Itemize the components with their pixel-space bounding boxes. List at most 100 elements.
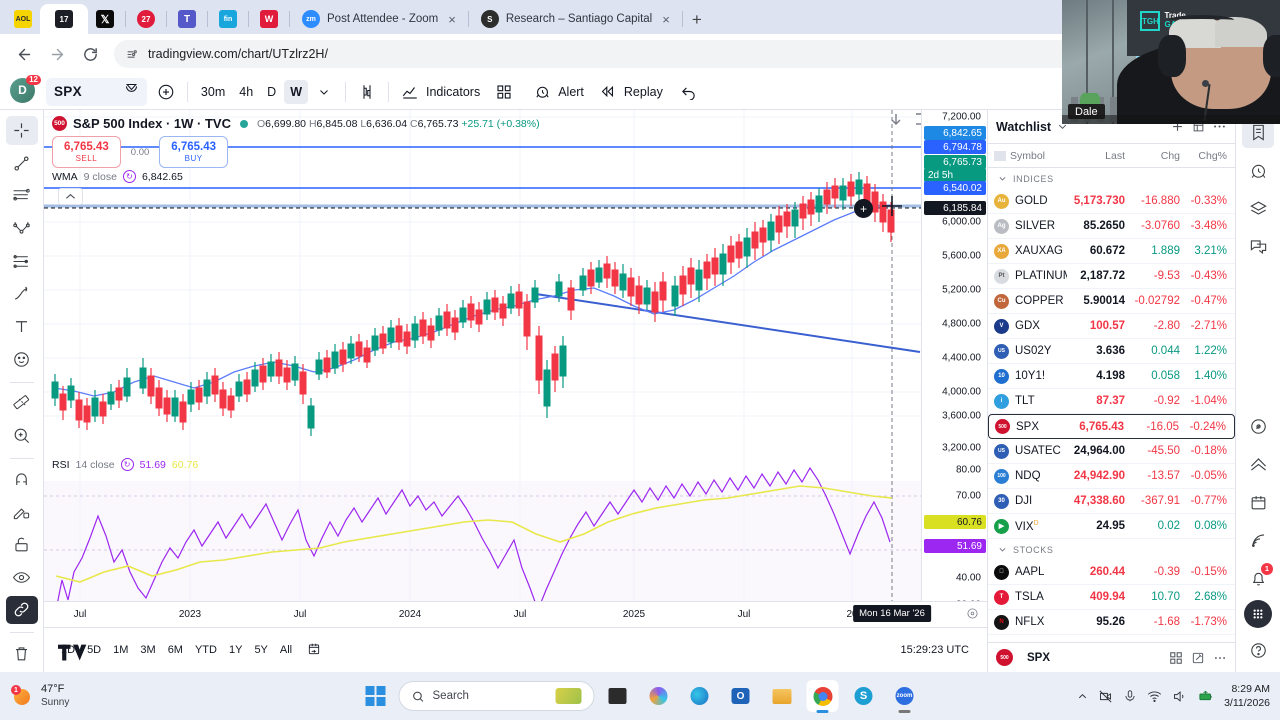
measure-ruler-icon[interactable] bbox=[6, 389, 38, 418]
pinned-tab-w[interactable]: W bbox=[252, 4, 286, 34]
tray-expand-chevron-up-icon[interactable] bbox=[1077, 691, 1088, 702]
ideas-compass-icon[interactable] bbox=[1242, 410, 1274, 442]
tab-zoom[interactable]: zm Post Attendee - Zoom × bbox=[293, 4, 465, 34]
price-scale[interactable]: 7,200.00 6,000.00 5,600.00 5,200.00 4,80… bbox=[854, 110, 987, 627]
broadcast-icon[interactable] bbox=[1242, 524, 1274, 556]
watchlist-more-icon[interactable] bbox=[1212, 119, 1227, 134]
table-row[interactable]: US USATEC 24,964.00 -45.50 -0.18% bbox=[988, 439, 1235, 464]
collapse-pane-button[interactable] bbox=[58, 188, 83, 205]
undo-icon[interactable] bbox=[675, 78, 703, 106]
range-6m[interactable]: 6M bbox=[167, 644, 183, 656]
range-1m[interactable]: 1M bbox=[113, 644, 129, 656]
alerts-panel-icon[interactable] bbox=[1242, 154, 1274, 186]
add-symbol-button[interactable] bbox=[152, 78, 180, 106]
tab-research-close-icon[interactable]: × bbox=[662, 11, 670, 27]
pinned-tab-0[interactable]: AOL bbox=[6, 4, 40, 34]
battery-icon[interactable] bbox=[1197, 689, 1214, 704]
alert-icon[interactable] bbox=[528, 78, 556, 106]
range-5y[interactable]: 5Y bbox=[254, 644, 268, 656]
table-row[interactable]: 10 10Y1! 4.198 0.058 1.40% bbox=[988, 364, 1235, 389]
table-row[interactable]: US US02Y 3.636 0.044 1.22% bbox=[988, 339, 1235, 364]
pinned-tab-tradingview[interactable]: 17 bbox=[40, 4, 88, 34]
range-all[interactable]: All bbox=[279, 644, 293, 656]
table-row[interactable]: i TLT 87.37 -0.92 -1.04% bbox=[988, 389, 1235, 414]
reload-icon[interactable] bbox=[76, 40, 104, 68]
trend-line-icon[interactable] bbox=[6, 149, 38, 178]
start-button[interactable] bbox=[360, 680, 392, 712]
watchlist-group-stocks[interactable]: STOCKS bbox=[988, 539, 1235, 560]
table-row[interactable]: 30 DJI 47,338.60 -367.91 -0.77% bbox=[988, 489, 1235, 514]
back-icon[interactable] bbox=[10, 40, 38, 68]
range-3m[interactable]: 3M bbox=[140, 644, 156, 656]
wma-refresh-icon[interactable]: ↻ bbox=[122, 170, 136, 183]
taskbar-copilot[interactable] bbox=[643, 680, 675, 712]
footer-grid-icon[interactable] bbox=[1169, 651, 1183, 665]
remove-drawings-trash-icon[interactable] bbox=[6, 639, 38, 668]
table-row-selected[interactable]: 500 SPX 6,765.43 -16.05 -0.24% bbox=[988, 414, 1235, 439]
buy-button[interactable]: 6,765.43 BUY bbox=[159, 136, 229, 169]
table-row[interactable]: Cu COPPER 5.90014 -0.02792 -0.47% bbox=[988, 289, 1235, 314]
pitchfork-icon[interactable] bbox=[6, 214, 38, 243]
rsi-indicator-legend[interactable]: RSI 14 close ↻ 51.69 60.76 bbox=[52, 458, 198, 471]
taskbar-file-explorer-dark[interactable] bbox=[602, 680, 634, 712]
taskbar-outlook[interactable]: O bbox=[725, 680, 757, 712]
new-tab-button[interactable]: + bbox=[691, 10, 702, 29]
help-icon[interactable] bbox=[1242, 634, 1274, 666]
taskbar-zoom[interactable]: zoom bbox=[889, 680, 921, 713]
table-row[interactable]: V GDX 100.57 -2.80 -2.71% bbox=[988, 314, 1235, 339]
column-chg[interactable]: Chg bbox=[1160, 149, 1180, 162]
taskbar-clock[interactable]: 8:29 AM 3/11/2026 bbox=[1224, 682, 1270, 710]
table-row[interactable]: T TSLA 409.94 10.70 2.68% bbox=[988, 585, 1235, 610]
taskbar-weather-widget[interactable]: 1 47°F Sunny bbox=[0, 683, 69, 709]
volume-icon[interactable] bbox=[1172, 689, 1187, 704]
table-row[interactable]: Au GOLD 5,173.730 -16.880 -0.33% bbox=[988, 189, 1235, 214]
notifications-bell-icon[interactable]: 1 bbox=[1242, 562, 1274, 594]
replay-label[interactable]: Replay bbox=[623, 84, 663, 99]
hotlists-layers-icon[interactable] bbox=[1242, 192, 1274, 224]
streams-icon[interactable] bbox=[1242, 448, 1274, 480]
column-symbol[interactable]: Symbol bbox=[1010, 149, 1046, 162]
timeframe-D[interactable]: D bbox=[267, 84, 277, 99]
group-chevron-down-icon[interactable] bbox=[998, 545, 1007, 554]
chat-panel-icon[interactable] bbox=[1242, 230, 1274, 262]
webcam-video-overlay[interactable]: TGH Trade GATEHub Dale bbox=[1062, 0, 1280, 124]
brush-icon[interactable] bbox=[6, 280, 38, 309]
wifi-icon[interactable] bbox=[1147, 689, 1162, 704]
time-scale[interactable]: Jul 2023 Jul 2024 Jul 2025 Jul 20 Mon 16… bbox=[44, 601, 987, 627]
column-last[interactable]: Last bbox=[1105, 149, 1125, 162]
table-row[interactable]: Pt PLATINUM 2,187.72 -9.53 -0.43% bbox=[988, 264, 1235, 289]
table-row[interactable]: 100 NDQ 24,942.90 -13.57 -0.05% bbox=[988, 464, 1235, 489]
forward-icon[interactable] bbox=[43, 40, 71, 68]
camera-off-icon[interactable] bbox=[1098, 689, 1113, 704]
watchlist-rows[interactable]: INDICES Au GOLD 5,173.730 -16.880 -0.33%… bbox=[988, 168, 1235, 642]
column-options-icon[interactable] bbox=[994, 150, 1006, 161]
templates-grid-icon[interactable] bbox=[490, 78, 518, 106]
wma-indicator-legend[interactable]: WMA 9 close ↻ 6,842.65 bbox=[52, 170, 183, 183]
drawing-mode-icon[interactable] bbox=[6, 498, 38, 527]
alert-label[interactable]: Alert bbox=[558, 84, 584, 99]
magnet-icon[interactable] bbox=[6, 465, 38, 494]
range-1y[interactable]: 1Y bbox=[228, 644, 243, 656]
chart-type-candles-icon[interactable] bbox=[353, 78, 381, 106]
site-settings-icon[interactable] bbox=[126, 48, 139, 61]
microphone-icon[interactable] bbox=[1123, 689, 1137, 703]
tab-research[interactable]: S Research – Santiago Capital × bbox=[472, 4, 679, 34]
taskbar-skype[interactable]: S bbox=[848, 680, 880, 712]
user-avatar[interactable]: D 12 bbox=[10, 74, 41, 106]
text-tool-icon[interactable] bbox=[6, 312, 38, 341]
pinned-tab-teams[interactable]: T bbox=[170, 4, 204, 34]
taskbar-search-box[interactable]: Search bbox=[398, 681, 595, 711]
table-row[interactable]: XA XAUXAG 60.672 1.889 3.21% bbox=[988, 239, 1235, 264]
indicators-icon[interactable] bbox=[396, 78, 424, 106]
zoom-in-icon[interactable] bbox=[6, 421, 38, 450]
taskbar-edge[interactable] bbox=[684, 680, 716, 712]
symbol-search-button[interactable]: SPX bbox=[46, 77, 147, 106]
lock-drawings-icon[interactable] bbox=[6, 530, 38, 559]
rsi-refresh-icon[interactable]: ↻ bbox=[120, 458, 134, 471]
range-5d[interactable]: 5D bbox=[87, 644, 102, 656]
indicators-label[interactable]: Indicators bbox=[426, 84, 481, 99]
pinned-tab-finviz[interactable]: fin bbox=[211, 4, 245, 34]
footer-more-icon[interactable] bbox=[1213, 651, 1227, 665]
sell-button[interactable]: 6,765.43 SELL bbox=[52, 136, 121, 169]
chart-title[interactable]: S&P 500 Index · 1W · TVC bbox=[73, 116, 231, 131]
